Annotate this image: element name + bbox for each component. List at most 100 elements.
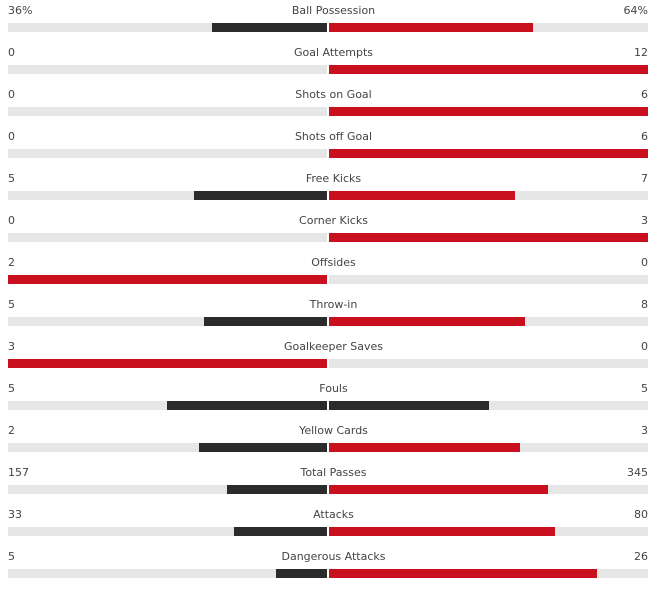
away-value: 6 (641, 130, 648, 143)
away-bar-fill (329, 527, 555, 536)
stat-label-line: 0 Shots off Goal 6 (0, 129, 657, 145)
stat-row-attacks: 33 Attacks 80 (0, 507, 657, 549)
home-bar-fill (234, 527, 327, 536)
away-value: 26 (634, 550, 648, 563)
stat-name: Offsides (311, 256, 356, 269)
home-value: 157 (8, 466, 29, 479)
home-value: 0 (8, 214, 15, 227)
stat-row-goal-attempts: 0 Goal Attempts 12 (0, 45, 657, 87)
home-bar-fill (204, 317, 327, 326)
stat-label-line: 0 Corner Kicks 3 (0, 213, 657, 229)
away-value: 3 (641, 214, 648, 227)
stat-name: Goalkeeper Saves (283, 340, 384, 353)
away-bar-track (329, 23, 648, 32)
stat-name: Shots off Goal (294, 130, 373, 143)
home-bar-track (8, 107, 327, 116)
home-value: 0 (8, 46, 15, 59)
away-bar-track (329, 569, 648, 578)
stat-row-goalkeeper-saves: 3 Goalkeeper Saves 0 (0, 339, 657, 381)
away-bar-track (329, 233, 648, 242)
stat-name: Attacks (313, 508, 354, 521)
stat-name: Shots on Goal (295, 88, 372, 101)
stat-row-fouls: 5 Fouls 5 (0, 381, 657, 423)
stat-row-offsides: 2 Offsides 0 (0, 255, 657, 297)
home-bar-fill (276, 569, 327, 578)
away-bar-fill (329, 23, 533, 32)
stat-label-line: 0 Shots on Goal 6 (0, 87, 657, 103)
home-bar-track (8, 443, 327, 452)
home-bar-track (8, 65, 327, 74)
home-bar-fill (227, 485, 327, 494)
home-bar-track (8, 485, 327, 494)
away-value: 0 (641, 340, 648, 353)
home-value: 5 (8, 172, 15, 185)
stat-label-line: 157 Total Passes 345 (0, 465, 657, 481)
away-bar-track (329, 107, 648, 116)
stat-name: Total Passes (300, 466, 367, 479)
away-value: 5 (641, 382, 648, 395)
home-bar-track (8, 527, 327, 536)
stat-name: Fouls (319, 382, 348, 395)
away-bar-fill (329, 443, 520, 452)
away-value: 80 (634, 508, 648, 521)
away-bar-track (329, 359, 648, 368)
away-bar-fill (329, 569, 597, 578)
home-value: 3 (8, 340, 15, 353)
stat-name: Free Kicks (305, 172, 362, 185)
stat-row-yellow-cards: 2 Yellow Cards 3 (0, 423, 657, 465)
stat-name: Throw-in (309, 298, 358, 311)
stat-label-line: 5 Dangerous Attacks 26 (0, 549, 657, 565)
home-bar-track (8, 317, 327, 326)
away-value: 345 (627, 466, 648, 479)
home-bar-fill (8, 275, 327, 284)
away-bar-track (329, 275, 648, 284)
stat-row-ball-possession: 36% Ball Possession 64% (0, 3, 657, 45)
stat-row-shots-on-goal: 0 Shots on Goal 6 (0, 87, 657, 129)
stat-row-corner-kicks: 0 Corner Kicks 3 (0, 213, 657, 255)
home-value: 2 (8, 256, 15, 269)
home-bar-track (8, 233, 327, 242)
stat-label-line: 36% Ball Possession 64% (0, 3, 657, 19)
stat-label-line: 2 Offsides 0 (0, 255, 657, 271)
away-value: 3 (641, 424, 648, 437)
away-value: 64% (623, 4, 648, 17)
away-value: 8 (641, 298, 648, 311)
stat-row-shots-off-goal: 0 Shots off Goal 6 (0, 129, 657, 171)
away-value: 7 (641, 172, 648, 185)
stat-name: Corner Kicks (299, 214, 368, 227)
stat-row-total-passes: 157 Total Passes 345 (0, 465, 657, 507)
away-bar-track (329, 191, 648, 200)
away-value: 6 (641, 88, 648, 101)
home-bar-track (8, 401, 327, 410)
home-bar-fill (194, 191, 327, 200)
home-value: 0 (8, 88, 15, 101)
away-value: 0 (641, 256, 648, 269)
away-bar-track (329, 527, 648, 536)
away-bar-track (329, 443, 648, 452)
home-bar-fill (8, 359, 327, 368)
away-bar-track (329, 401, 648, 410)
stat-row-throw-in: 5 Throw-in 8 (0, 297, 657, 339)
stat-name: Dangerous Attacks (281, 550, 386, 563)
home-bar-fill (199, 443, 327, 452)
home-bar-track (8, 23, 327, 32)
stat-label-line: 5 Fouls 5 (0, 381, 657, 397)
home-bar-track (8, 191, 327, 200)
away-bar-track (329, 317, 648, 326)
home-value: 0 (8, 130, 15, 143)
away-bar-fill (329, 191, 515, 200)
stat-row-free-kicks: 5 Free Kicks 7 (0, 171, 657, 213)
away-bar-track (329, 485, 648, 494)
home-bar-fill (212, 23, 327, 32)
stat-name: Yellow Cards (299, 424, 368, 437)
home-value: 36% (8, 4, 33, 17)
stat-label-line: 5 Throw-in 8 (0, 297, 657, 313)
away-bar-fill (329, 65, 648, 74)
stat-label-line: 0 Goal Attempts 12 (0, 45, 657, 61)
away-bar-fill (329, 149, 648, 158)
away-value: 12 (634, 46, 648, 59)
home-bar-track (8, 149, 327, 158)
stat-name: Goal Attempts (293, 46, 373, 59)
stat-label-line: 5 Free Kicks 7 (0, 171, 657, 187)
